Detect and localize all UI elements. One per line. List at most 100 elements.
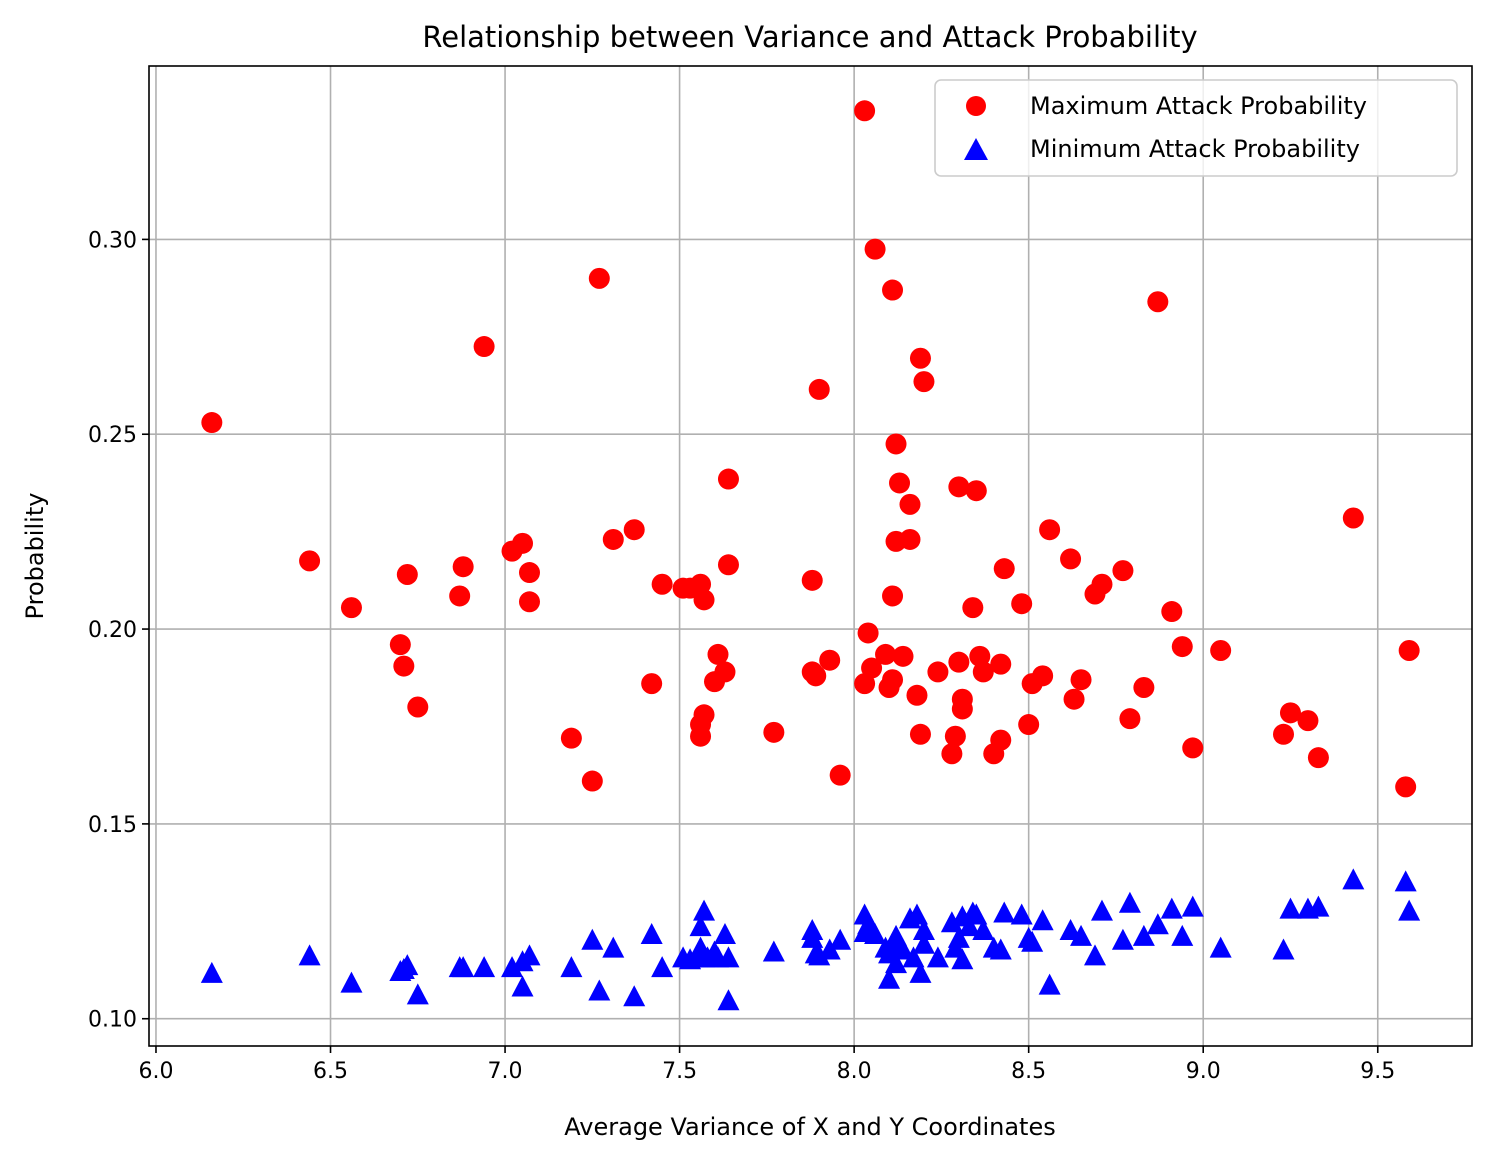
min-probability-point (511, 975, 534, 997)
min-probability-point (713, 922, 736, 944)
max-probability-point (927, 661, 949, 683)
plot-frame (148, 65, 1473, 1047)
max-probability-point (993, 558, 1015, 580)
min-probability-point (717, 989, 740, 1011)
min-probability-point (958, 915, 981, 937)
max-probability-point (1161, 601, 1183, 623)
min-probability-point (808, 944, 831, 966)
max-probability-point (641, 673, 663, 695)
max-probability-point (1018, 714, 1040, 736)
max-probability-point (951, 698, 973, 720)
max-probability-point (972, 661, 994, 683)
min-probability-point (717, 946, 740, 968)
y-axis-ticks: 0.10 0.15 0.20 0.25 0.30 (88, 228, 149, 1033)
min-probability-point (693, 899, 716, 921)
legend-max-marker (966, 96, 986, 116)
max-probability-point (892, 645, 914, 667)
y-tick-label: 0.20 (88, 618, 137, 643)
data-points (200, 100, 1421, 1011)
min-probability-point (993, 901, 1016, 923)
max-probability-point (882, 585, 904, 607)
max-probability-point (1091, 573, 1113, 595)
min-probability-point (905, 903, 928, 925)
min-probability-point (473, 956, 496, 978)
min-probability-point (396, 954, 419, 976)
max-probability-point (1171, 636, 1193, 658)
min-probability-point (1160, 897, 1183, 919)
min-probability-point (1209, 936, 1232, 958)
min-probability-point (1118, 891, 1141, 913)
max-probability-point (717, 554, 739, 576)
min-probability-point (965, 903, 988, 925)
max-probability-point (602, 528, 624, 550)
max-probability-point (651, 573, 673, 595)
max-probability-point (1395, 776, 1417, 798)
max-probability-point (861, 657, 883, 679)
max-probability-point (909, 347, 931, 369)
min-probability-point (1272, 938, 1295, 960)
min-probability-point (1111, 928, 1134, 950)
min-probability-point (340, 971, 363, 993)
min-probability-point (1279, 897, 1302, 919)
max-probability-point (512, 532, 534, 554)
min-probability-point (885, 952, 908, 974)
min-probability-point (1398, 899, 1421, 921)
min-probability-point (406, 983, 429, 1005)
min-probability-point (972, 919, 995, 941)
min-probability-point (689, 915, 712, 937)
y-tick-label: 0.15 (88, 813, 137, 838)
max-probability-point (693, 704, 715, 726)
max-probability-point (518, 591, 540, 613)
max-probability-point (1398, 639, 1420, 661)
max-probability-point (948, 651, 970, 673)
max-probability-point (889, 472, 911, 494)
y-axis-label: Probability (21, 493, 49, 620)
max-probability-point (1070, 669, 1092, 691)
legend: Maximum Attack Probability Minimum Attac… (934, 79, 1458, 177)
x-tick-label: 9.0 (1186, 1059, 1221, 1084)
min-probability-point (1132, 924, 1155, 946)
min-probability-point (1342, 868, 1365, 890)
max-probability-point (473, 336, 495, 358)
max-probability-point (623, 519, 645, 541)
max-probability-point (299, 550, 321, 572)
min-probability-point (1021, 930, 1044, 952)
max-probability-point (882, 279, 904, 301)
min-probability-point (602, 936, 625, 958)
min-probability-point (200, 961, 223, 983)
x-tick-label: 7.5 (662, 1059, 697, 1084)
min-probability-point (1146, 913, 1169, 935)
min-probability-point (1394, 870, 1417, 892)
max-probability-point (1133, 677, 1155, 699)
max-probability-point (581, 770, 603, 792)
max-probability-point (948, 476, 970, 498)
legend-box (934, 79, 1458, 177)
max-probability-point (763, 721, 785, 743)
max-probability-point (393, 655, 415, 677)
legend-min-label: Minimum Attack Probability (1030, 135, 1360, 163)
x-tick-label: 6.5 (313, 1059, 348, 1084)
x-tick-label: 6.0 (138, 1059, 173, 1084)
min-probability-point (926, 946, 949, 968)
x-tick-label: 8.0 (837, 1059, 872, 1084)
max-probability-point (944, 725, 966, 747)
max-probability-point (340, 597, 362, 619)
max-probability-point (899, 493, 921, 515)
max-probability-point (819, 649, 841, 671)
max-probability-point (875, 643, 897, 665)
y-tick-label: 0.25 (88, 423, 137, 448)
max-probability-point (857, 622, 879, 644)
legend-max-label: Maximum Attack Probability (1030, 92, 1367, 120)
min-probability-point (902, 946, 925, 968)
max-probability-point (1279, 702, 1301, 724)
max-probability-point (560, 727, 582, 749)
min-probability-point (762, 940, 785, 962)
max-probability-point (854, 100, 876, 122)
max-probability-point (1039, 519, 1061, 541)
min-probability-point (1181, 895, 1204, 917)
max-probability-point (1272, 723, 1294, 745)
min-probability-point (1083, 944, 1106, 966)
max-probability-point (389, 634, 411, 656)
min-probability-point (864, 922, 887, 944)
min-probability-point (1307, 895, 1330, 917)
